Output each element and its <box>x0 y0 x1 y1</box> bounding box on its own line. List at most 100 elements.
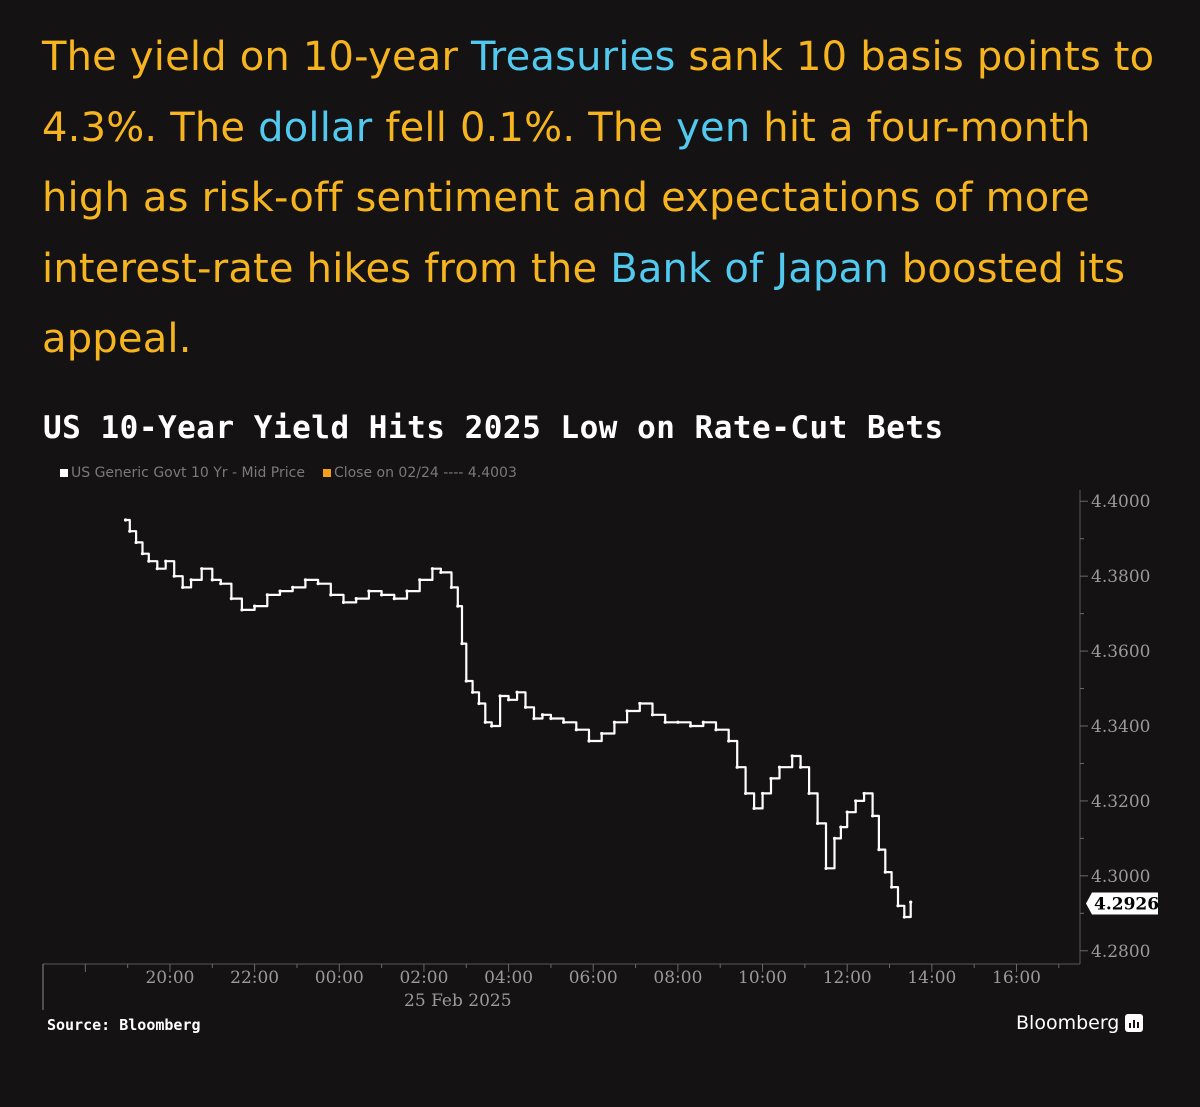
data-point <box>807 791 811 796</box>
data-point <box>890 885 894 889</box>
source-note: Source: Bloomberg <box>47 1016 201 1034</box>
data-point <box>790 754 794 758</box>
story-link[interactable]: dollar <box>258 104 373 151</box>
x-tick-label: 12:00 <box>823 968 872 988</box>
x-tick-label: 02:00 <box>399 968 448 988</box>
data-point <box>164 559 168 563</box>
story-text: fell 0.1%. The <box>372 104 677 151</box>
last-value-box <box>1086 892 1158 915</box>
story-link[interactable]: Treasuries <box>471 34 676 80</box>
chart-title: US 10-Year Yield Hits 2025 Low on Rate-C… <box>43 410 944 446</box>
x-tick-label: 04:00 <box>484 968 533 988</box>
data-point <box>172 574 176 578</box>
data-point <box>871 814 875 818</box>
data-point <box>483 720 487 724</box>
data-point <box>405 589 409 593</box>
y-tick-label: 4.3400 <box>1091 717 1150 737</box>
data-point <box>735 765 739 769</box>
close-legend-swatch <box>322 469 331 477</box>
data-point <box>676 720 680 724</box>
x-axis-label: 25 Feb 2025 <box>404 991 512 1011</box>
data-point <box>189 578 193 582</box>
data-point <box>253 604 257 608</box>
story-text: The yield on 10-year <box>42 34 472 80</box>
series-line <box>125 518 912 919</box>
x-tick-label: 00:00 <box>315 968 364 988</box>
y-tick-label: 4.3000 <box>1091 867 1150 887</box>
data-point <box>140 552 145 556</box>
y-tick-label: 4.2800 <box>1091 942 1150 962</box>
bloomberg-terminal-icon <box>1125 1014 1144 1032</box>
x-tick-label: 16:00 <box>992 968 1041 988</box>
data-point <box>354 597 358 601</box>
data-point <box>219 582 223 586</box>
chart-legend: US Generic Govt 10 Yr - Mid Price Close … <box>60 465 517 481</box>
x-tick-label: 22:00 <box>230 968 279 988</box>
data-point <box>862 791 866 796</box>
story-text: boosted its appeal. <box>42 245 1126 363</box>
data-point <box>883 870 887 874</box>
data-point <box>701 720 705 724</box>
data-point <box>845 810 849 814</box>
data-point <box>181 585 185 589</box>
data-point <box>430 567 435 571</box>
data-point <box>367 589 371 593</box>
data-point <box>727 739 731 743</box>
data-point <box>240 608 244 612</box>
data-point <box>625 709 629 713</box>
data-point <box>210 578 214 582</box>
x-tick-label: 14:00 <box>907 968 956 988</box>
data-point <box>562 720 566 724</box>
data-point <box>418 578 422 582</box>
data-point <box>128 529 132 533</box>
data-point <box>638 701 642 706</box>
data-point <box>839 825 843 829</box>
data-point <box>815 821 820 825</box>
data-point <box>341 600 346 604</box>
data-point <box>769 776 773 781</box>
data-point <box>799 765 803 769</box>
data-point <box>760 791 765 796</box>
data-point <box>265 593 269 597</box>
data-point <box>316 582 320 586</box>
y-tick-label: 4.3800 <box>1091 567 1150 587</box>
x-tick-label: 06:00 <box>569 968 618 988</box>
story-link[interactable]: yen <box>676 104 751 151</box>
data-point <box>460 641 464 646</box>
x-tick-label: 10:00 <box>738 968 787 988</box>
data-point <box>477 701 481 706</box>
y-tick-label: 4.3600 <box>1091 642 1150 662</box>
story-paragraph: The yield on 10-year Treasuries sank 10 … <box>42 22 1172 375</box>
story-link[interactable]: Bank of Japan <box>610 245 889 292</box>
data-point <box>329 593 333 597</box>
brand-name: Bloomberg <box>1016 1012 1120 1034</box>
data-point <box>896 904 900 908</box>
data-point <box>380 593 384 597</box>
data-point <box>456 604 460 608</box>
data-point <box>134 540 138 545</box>
data-point <box>498 694 502 698</box>
data-point <box>663 720 667 724</box>
data-point <box>854 799 858 803</box>
data-point <box>278 589 282 593</box>
data-point <box>752 806 756 811</box>
data-point <box>650 713 655 717</box>
data-point <box>229 597 233 601</box>
data-point <box>600 731 604 736</box>
data-point <box>291 585 295 589</box>
bloomberg-logo: Bloomberg <box>1016 1012 1144 1034</box>
data-point <box>490 724 494 728</box>
data-point <box>909 900 913 904</box>
data-point <box>523 705 528 709</box>
data-point <box>824 866 828 870</box>
data-point <box>777 765 782 769</box>
close-legend-label: Close on 02/24 ---- 4.4003 <box>333 465 517 481</box>
data-point <box>449 585 454 589</box>
data-point <box>515 690 519 694</box>
series-legend-label: US Generic Govt 10 Yr - Mid Price <box>71 465 305 481</box>
data-point <box>303 578 308 582</box>
story-text: hit a four-month high as risk-off sentim… <box>42 104 1091 292</box>
y-tick-label: 4.4000 <box>1091 492 1150 512</box>
data-point <box>612 720 617 724</box>
x-tick-label: 08:00 <box>653 968 702 988</box>
